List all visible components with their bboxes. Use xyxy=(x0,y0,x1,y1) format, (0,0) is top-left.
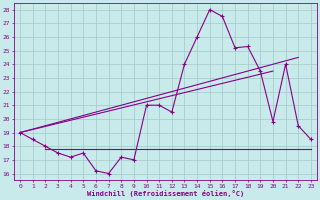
X-axis label: Windchill (Refroidissement éolien,°C): Windchill (Refroidissement éolien,°C) xyxy=(87,190,244,197)
